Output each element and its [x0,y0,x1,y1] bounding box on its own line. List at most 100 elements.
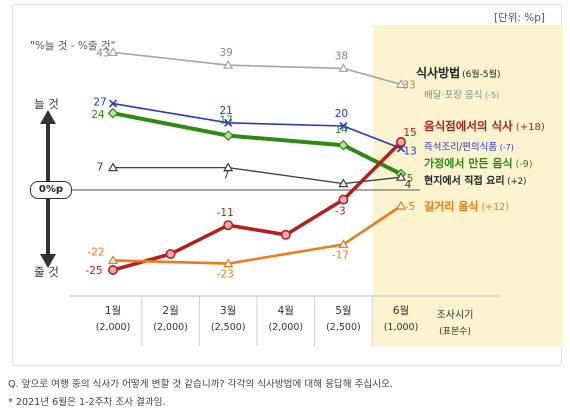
point-local [223,162,234,172]
legend-name: 현지에서 직접 요리 [424,174,505,187]
legend-change: (+18) [513,122,545,133]
x-axis-title-line1: 조사시기 [436,310,474,321]
footnote-note: * 2021년 6월은 1-2주차 조사 결과임. [8,397,166,408]
point-delivery [107,47,119,57]
data-label-restaurant: -3 [335,206,345,218]
data-label-street: -5 [405,201,415,213]
x-tick-label: 5월 [335,305,351,317]
highlight-band [373,25,563,346]
zero-badge: 0%p [30,181,72,199]
x-tick-sample-size: (2,500) [211,322,246,333]
series-line-local [112,166,402,185]
point-restaurant [108,264,119,275]
point-restaurant [280,229,291,240]
data-label-instant: 13 [403,145,416,157]
legend-period: (6월-5월) [462,70,501,80]
legend-entry-delivery: 배달·포장 음식 (-5) [424,89,499,101]
series-line-delivery [112,51,402,86]
point-delivery [338,63,349,73]
x-tick-label: 4월 [278,305,294,317]
legend-entry-street: 길거리 음식 (+12) [424,199,509,213]
legend-change: (-5) [482,91,499,100]
x-tick-sample-size: (1,000) [384,322,419,333]
footnote-question: Q. 앞으로 여행 중의 식사가 어떻게 변할 것 같습니까? 각각의 식사방법… [8,379,393,390]
point-restaurant [338,194,349,205]
x-tick-label: 1월 [105,305,121,317]
series-line-street [111,204,403,265]
x-tick-label: 3월 [220,305,236,317]
legend-entry-instant: 즉석조리/편의식품 (-7) [424,141,514,153]
point-homemade [222,130,234,141]
point-instant [108,99,118,108]
data-label-restaurant: -25 [85,265,102,277]
data-label-delivery: 38 [335,50,348,62]
formula-label: "%늘 것 - %줄 것" [30,40,116,52]
point-street [395,200,407,210]
point-restaurant [165,249,176,260]
data-label-street: -22 [87,246,104,258]
data-label-instant: 20 [335,108,348,120]
point-local [107,162,119,172]
point-homemade [107,107,119,119]
data-label-homemade: 17 [220,115,233,127]
legend-name: 배달·포장 음식 [424,89,482,101]
legend-change: (-7) [497,143,514,152]
point-restaurant [223,220,234,231]
point-homemade [338,139,349,151]
x-tick-label: 6월 [393,305,409,317]
point-restaurant [395,137,406,148]
legend-change: (+12) [478,202,508,213]
data-label-delivery: 43 [96,47,109,59]
point-street [338,239,349,248]
point-street [107,255,119,264]
data-label-delivery: 33 [402,79,415,91]
data-label-delivery: 39 [220,47,233,59]
data-label-street: -17 [332,249,349,261]
legend-name: 가정에서 만든 음식 [424,156,513,170]
data-label-instant: 27 [93,97,106,109]
data-label-restaurant: 15 [403,127,416,139]
series-line-homemade [111,111,403,176]
legend-name: 길거리 음식 [424,199,478,213]
point-local [338,178,349,188]
legend-change: (-9) [513,159,533,170]
data-label-local: 7 [223,170,230,182]
data-label-local: 7 [97,162,104,174]
decrease-label: 줄 것 [34,265,59,279]
x-tick-sample-size: (2,500) [326,322,361,333]
x-tick-sample-size: (2,000) [268,322,303,333]
data-label-homemade: 24 [91,109,105,121]
arrow-up-head [40,110,56,124]
point-local [395,171,407,181]
data-label-restaurant: -11 [217,207,234,219]
x-tick-sample-size: (2,000) [153,322,188,333]
data-label-homemade: 14 [335,124,349,136]
legend-title: 식사방법 (6월-5월) [416,64,500,81]
legend-name: 즉석조리/편의식품 [424,141,497,153]
x-tick-sample-size: (2,000) [96,322,131,333]
legend-title-text: 식사방법 [416,66,461,80]
increase-label: 늘 것 [34,97,59,111]
data-label-street: -23 [217,269,234,281]
legend-entry-homemade: 가정에서 만든 음식 (-9) [424,156,533,170]
data-label-homemade: 5 [407,173,414,185]
point-delivery [395,79,407,89]
point-instant [224,118,233,127]
point-instant [339,121,348,131]
series-line-restaurant [111,140,403,272]
point-street [223,258,234,268]
legend-name: 음식점에서의 식사 [424,119,513,133]
x-axis-title-line2: (표본수) [439,327,471,337]
legend-change: (+2) [505,177,527,187]
data-label-instant: 21 [220,105,233,117]
x-tick-label: 2월 [162,305,178,317]
point-delivery [223,59,234,69]
x-axis-title: 조사시기 (표본수) [430,306,480,337]
arrow-down-head [40,254,56,268]
data-label-local: 4 [405,179,412,191]
legend-entry-restaurant: 음식점에서의 식사 (+18) [424,119,545,133]
legend-entry-local: 현지에서 직접 요리 (+2) [424,174,526,187]
unit-label: [단위: %p] [494,12,546,24]
series-line-instant [112,102,402,150]
